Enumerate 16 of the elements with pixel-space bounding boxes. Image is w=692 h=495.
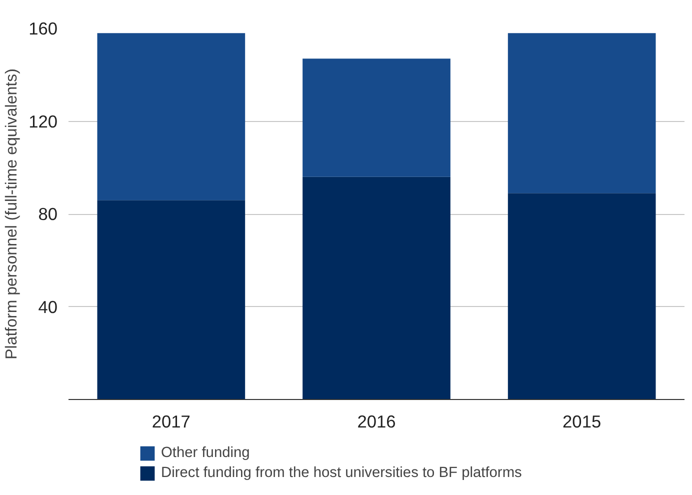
- bar: [97, 200, 246, 400]
- y-tick-label: 40: [38, 296, 58, 317]
- x-tick-label: 2015: [562, 412, 602, 432]
- legend-label: Direct funding from the host universities to BF platforms: [161, 465, 522, 481]
- bar: [302, 58, 450, 177]
- y-tick-label: 80: [38, 204, 58, 224]
- bar: [508, 193, 656, 400]
- y-tick-label: 120: [28, 111, 58, 132]
- x-tick-label: 2017: [152, 412, 190, 432]
- bar: [302, 176, 450, 400]
- x-tick-label: 2016: [357, 412, 396, 432]
- y-axis-title: Platform personnel (full-time equivalents): [4, 68, 21, 360]
- y-tick-label: 160: [28, 18, 58, 38]
- legend-label: Other funding: [161, 445, 250, 461]
- bar: [97, 33, 246, 200]
- bar: [508, 33, 656, 194]
